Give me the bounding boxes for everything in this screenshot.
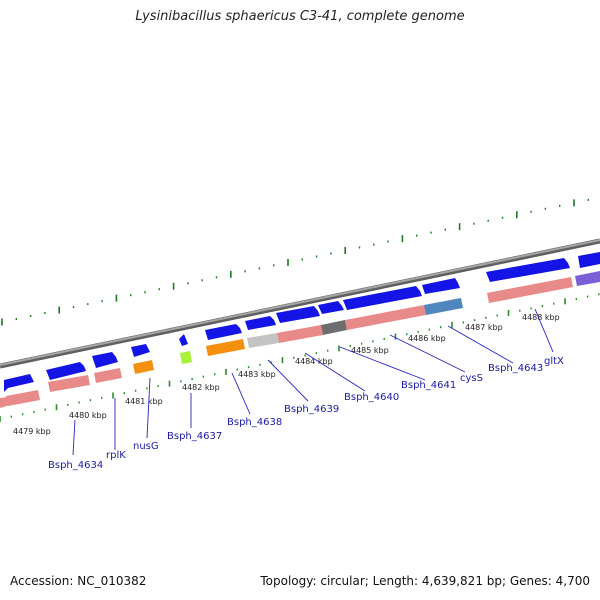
- kbp-label: 4485 kbp: [351, 346, 389, 355]
- gene-arrow[interactable]: [578, 252, 600, 268]
- orange-block[interactable]: [206, 339, 245, 356]
- kbp-label: 4484 kbp: [295, 357, 333, 366]
- steel-blue-block[interactable]: [424, 298, 463, 315]
- gene-label-bsph-4634[interactable]: Bsph_4634: [48, 460, 103, 471]
- gene-label-gltx[interactable]: gltX: [544, 356, 564, 367]
- purple-block[interactable]: [575, 271, 600, 286]
- gene-label-bsph-4639[interactable]: Bsph_4639: [284, 404, 339, 415]
- kbp-label: 4487 kbp: [465, 323, 503, 332]
- lime-block[interactable]: [180, 351, 192, 364]
- gene-arrow[interactable]: [46, 362, 86, 380]
- gene-arrow[interactable]: [343, 286, 422, 310]
- map-title: Lysinibacillus sphaericus C3-41, complet…: [135, 9, 465, 24]
- gene-arrow[interactable]: [486, 258, 570, 282]
- gene-arrow[interactable]: [318, 301, 344, 314]
- rna-block[interactable]: [48, 375, 90, 392]
- kbp-label: 4486 kbp: [408, 334, 446, 343]
- gene-label-bsph-4637[interactable]: Bsph_4637: [167, 431, 222, 442]
- inner-scale-track: [0, 293, 600, 422]
- gray-block[interactable]: [247, 333, 279, 348]
- gene-arrow[interactable]: [276, 306, 320, 323]
- rna-block[interactable]: [345, 305, 426, 330]
- rna-block[interactable]: [277, 325, 323, 343]
- gene-label-bsph-4643[interactable]: Bsph_4643: [488, 363, 543, 374]
- gene-arrow[interactable]: [131, 344, 150, 357]
- dark-gray-block[interactable]: [321, 320, 347, 335]
- gene-arrow[interactable]: [179, 334, 188, 346]
- kbp-label-group: 4479 kbp 4480 kbp 4481 kbp 4482 kbp 4483…: [13, 313, 560, 436]
- outer-tick-track: [1, 198, 589, 326]
- gene-label-group: Bsph_4634 rplK nusG Bsph_4637 Bsph_4638 …: [48, 356, 564, 471]
- gene-label-bsph-4640[interactable]: Bsph_4640: [344, 392, 399, 403]
- gene-label-bsph-4641[interactable]: Bsph_4641: [401, 380, 456, 391]
- gene-arrow[interactable]: [245, 316, 276, 330]
- kbp-label: 4480 kbp: [69, 411, 107, 420]
- genome-backbone: [0, 238, 600, 369]
- kbp-label: 4482 kbp: [182, 383, 220, 392]
- rna-block[interactable]: [487, 277, 573, 303]
- gene-arrow[interactable]: [4, 374, 34, 392]
- gene-arrow[interactable]: [92, 352, 118, 368]
- gene-label-bsph-4638[interactable]: Bsph_4638: [227, 417, 282, 428]
- kbp-label: 4481 kbp: [125, 397, 163, 406]
- gene-label-cyss[interactable]: cysS: [460, 373, 483, 384]
- gene-label-rplk[interactable]: rplK: [106, 450, 126, 461]
- feature-block-track: [0, 271, 600, 408]
- kbp-label: 4488 kbp: [522, 313, 560, 322]
- kbp-label: 4483 kbp: [238, 370, 276, 379]
- kbp-label: 4479 kbp: [13, 427, 51, 436]
- label-leader-lines: [72, 308, 554, 456]
- rna-block[interactable]: [6, 390, 40, 406]
- orange-block[interactable]: [133, 360, 154, 374]
- forward-strand-track: [4, 252, 600, 392]
- gene-arrow[interactable]: [422, 278, 460, 294]
- rna-block[interactable]: [94, 368, 122, 383]
- accession-text: Accession: NC_010382: [10, 574, 147, 588]
- gene-label-nusg[interactable]: nusG: [133, 441, 159, 452]
- topology-text: Topology: circular; Length: 4,639,821 bp…: [260, 574, 590, 588]
- gene-arrow[interactable]: [205, 324, 242, 340]
